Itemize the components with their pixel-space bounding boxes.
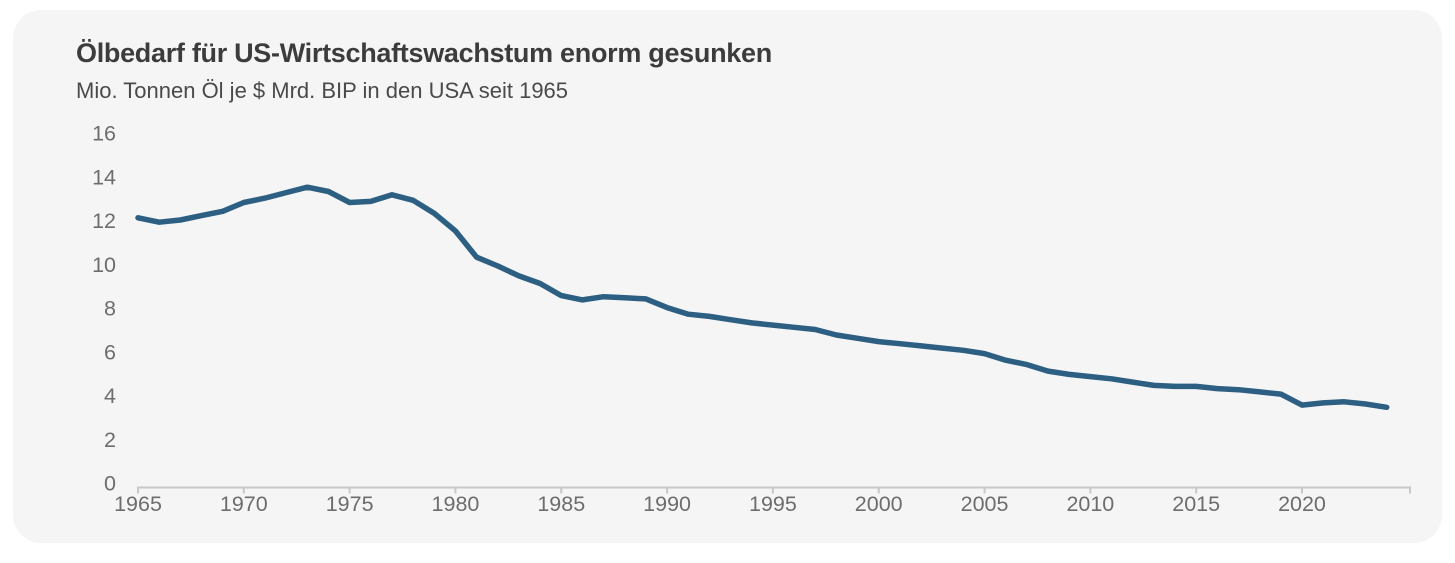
x-axis-tick-label: 1980 <box>432 492 480 516</box>
y-axis-tick-label: 8 <box>104 297 116 321</box>
x-axis-tick-label: 1965 <box>114 492 162 516</box>
oil-intensity-series-line <box>135 184 1390 411</box>
y-axis-tick-label: 6 <box>104 340 116 364</box>
y-axis-tick-label: 0 <box>104 472 116 496</box>
y-axis-tick-label: 14 <box>92 165 116 189</box>
x-axis-tick-label: 1985 <box>537 492 585 516</box>
x-axis-tick-label: 1995 <box>749 492 797 516</box>
x-axis-tick-label: 2015 <box>1172 492 1220 516</box>
chart-subtitle: Mio. Tonnen Öl je $ Mrd. BIP in den USA … <box>76 78 569 103</box>
x-axis-tick-label: 1975 <box>326 492 374 516</box>
x-axis-tick-label: 1990 <box>643 492 691 516</box>
x-axis-tick-label: 1970 <box>220 492 268 516</box>
y-axis-tick-label: 10 <box>92 253 116 277</box>
x-axis-tick-label: 2000 <box>855 492 903 516</box>
y-axis-tick-label: 12 <box>92 209 116 233</box>
x-axis-tick-label: 2010 <box>1066 492 1114 516</box>
oil-intensity-line-chart: 0 2 4 6 8 10 12 14 16 1965 1970 1975 1980 1985 1990 199… <box>92 122 1411 516</box>
y-axis-tick-label: 4 <box>104 384 116 408</box>
x-axis-tick-label: 2020 <box>1278 492 1326 516</box>
x-axis-tick-label: 2005 <box>961 492 1009 516</box>
y-axis-tick-label: 2 <box>104 428 116 452</box>
chart-title: Ölbedarf für US-Wirtschaftswachstum enor… <box>76 38 772 68</box>
y-axis-tick-label: 16 <box>92 122 116 146</box>
chart-card: Ölbedarf für US-Wirtschaftswachstum enor… <box>13 10 1442 543</box>
